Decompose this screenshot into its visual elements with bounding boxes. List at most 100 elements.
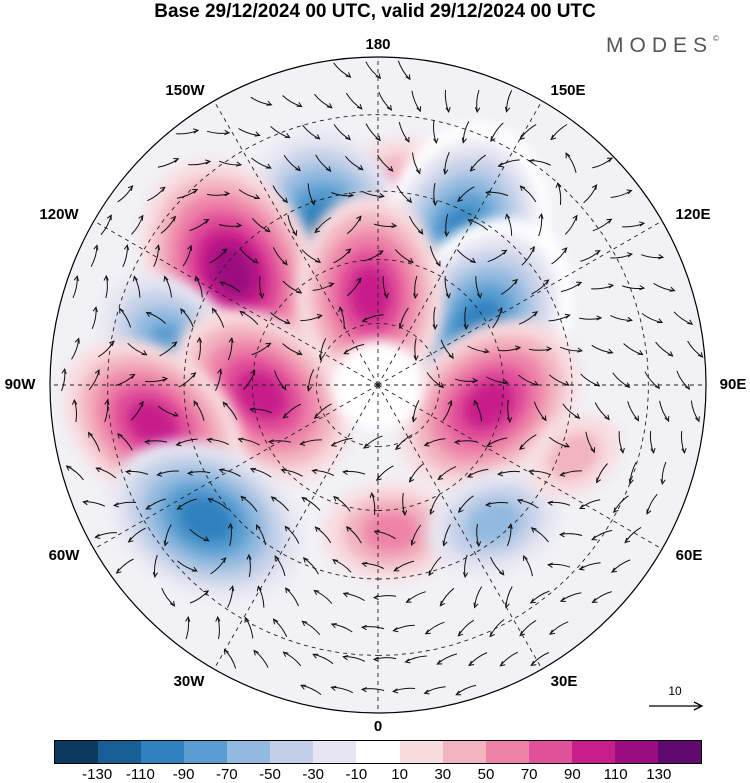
wind-vector	[461, 121, 470, 144]
wind-vector	[517, 374, 539, 386]
wind-vector	[659, 400, 670, 423]
wind-vector	[145, 498, 167, 510]
wind-vector	[244, 616, 254, 639]
wind-vector	[90, 244, 99, 267]
wind-vector	[591, 529, 613, 541]
wind-vector	[115, 373, 136, 386]
wind-vector	[487, 249, 508, 263]
wind-vector	[519, 619, 537, 637]
wind-vector	[330, 623, 353, 633]
wind-vector	[618, 431, 625, 454]
lon-label-90e: 90E	[719, 376, 747, 393]
colorbar-segment	[528, 741, 572, 763]
wind-vector	[330, 685, 354, 694]
wind-vector	[561, 281, 583, 293]
wind-vector	[219, 281, 241, 293]
wind-vector	[373, 222, 398, 229]
wind-vector	[314, 526, 332, 544]
wind-vector	[462, 554, 469, 579]
wind-vector	[505, 213, 513, 236]
anomaly-center	[322, 482, 460, 582]
wind-vector	[467, 219, 489, 231]
wind-vector	[583, 184, 598, 204]
wind-vector	[518, 311, 539, 325]
wind-vector	[132, 275, 141, 298]
wind-vector	[454, 377, 479, 384]
wind-vector	[299, 439, 322, 446]
wind-vector	[163, 275, 172, 298]
wind-vector	[211, 307, 225, 328]
wind-vector	[267, 439, 292, 445]
wind-vector	[119, 307, 132, 328]
wind-vector	[673, 311, 694, 325]
polar-map	[49, 56, 707, 714]
wind-vector	[361, 314, 384, 323]
colorbar-tick-label: -110	[125, 766, 155, 783]
wind-vector	[373, 530, 396, 540]
wind-vector	[628, 462, 637, 485]
wind-vector	[252, 217, 271, 233]
wind-vector	[440, 339, 454, 360]
wind-vector	[442, 399, 453, 422]
lon-label-150e: 150E	[550, 82, 586, 99]
wind-vector	[528, 159, 552, 166]
wind-vector	[653, 282, 676, 292]
wind-vector	[314, 93, 333, 109]
wind-vector	[555, 181, 562, 205]
wind-vector	[453, 439, 478, 445]
wind-vector	[547, 562, 571, 568]
colorbar-segment	[399, 741, 443, 763]
wind-vector	[311, 468, 335, 476]
wind-vector	[473, 399, 483, 422]
wind-vector	[270, 496, 289, 512]
wind-vector	[189, 218, 210, 232]
wind-vector	[369, 491, 376, 515]
colorbar-segment	[141, 741, 185, 763]
wind-vector	[145, 311, 166, 324]
wind-vector	[469, 154, 486, 172]
graticule	[50, 57, 706, 713]
wind-vector	[530, 527, 549, 543]
wind-vector	[580, 373, 601, 387]
wind-vector	[506, 522, 513, 547]
wind-vector	[175, 438, 198, 447]
wind-vector	[492, 306, 503, 329]
wind-vector	[578, 562, 601, 571]
wind-vector	[147, 186, 166, 202]
wind-vector	[382, 276, 389, 299]
wind-vector	[282, 343, 303, 356]
wind-vector	[474, 89, 481, 114]
wind-vector	[312, 653, 334, 665]
wind-vector	[272, 185, 288, 204]
wind-vector	[475, 523, 482, 548]
wind-vector	[455, 684, 477, 696]
anomaly-center	[296, 193, 444, 396]
wind-vector	[437, 466, 457, 481]
colorbar-segment	[614, 741, 658, 763]
colorbar-tick-label: -70	[215, 766, 238, 783]
lon-label-60e: 60E	[675, 547, 703, 564]
wind-vector	[227, 585, 235, 608]
wind-vector	[528, 469, 552, 476]
reference-vector-arrow	[649, 701, 704, 711]
wind-vector	[378, 91, 393, 111]
colorbar-tick-label: 50	[477, 766, 495, 783]
wind-vector	[592, 218, 613, 232]
wind-vector	[365, 123, 381, 142]
wind-vector	[178, 372, 197, 388]
lon-label-30e: 30E	[550, 673, 578, 690]
latitude-circle	[252, 259, 504, 511]
wind-vector	[91, 306, 98, 330]
wind-vector	[307, 183, 316, 206]
wind-vector	[243, 369, 256, 390]
wind-vector	[423, 438, 446, 447]
wind-vector	[533, 401, 547, 422]
wind-vector	[302, 124, 321, 140]
wind-vector	[72, 398, 78, 423]
wind-vector	[282, 280, 303, 294]
wind-vector	[676, 370, 690, 391]
wind-vector	[365, 61, 382, 80]
colorbar-tick-label: 110	[603, 766, 628, 783]
wind-vector	[641, 254, 665, 260]
wind-vector	[433, 121, 439, 145]
